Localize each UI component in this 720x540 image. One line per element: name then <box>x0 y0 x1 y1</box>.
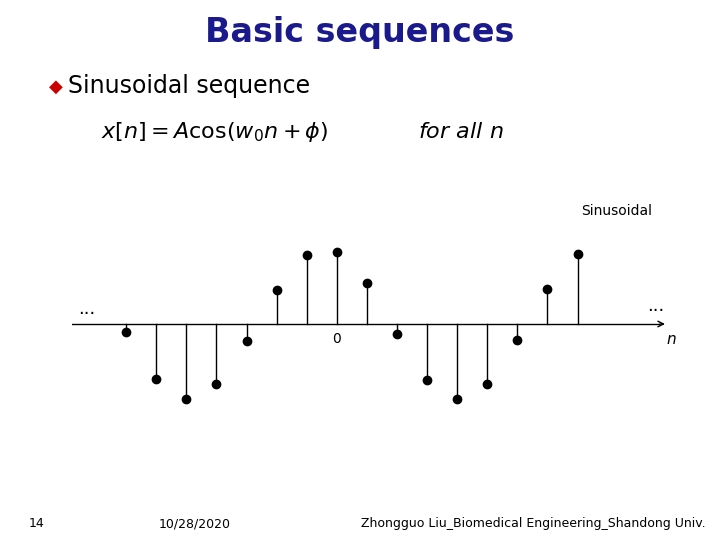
Text: $x[n] = A\cos(w_0 n + \phi)$: $x[n] = A\cos(w_0 n + \phi)$ <box>101 120 328 144</box>
Text: Basic sequences: Basic sequences <box>205 16 515 49</box>
Text: Sinusoidal: Sinusoidal <box>581 204 652 218</box>
Text: $\mathit{for\ all\ n}$: $\mathit{for\ all\ n}$ <box>418 122 503 143</box>
Text: 0: 0 <box>333 332 341 346</box>
Text: 10/28/2020: 10/28/2020 <box>158 517 230 530</box>
Text: ◆: ◆ <box>49 77 63 96</box>
Text: 14: 14 <box>29 517 45 530</box>
Text: Sinusoidal sequence: Sinusoidal sequence <box>68 75 310 98</box>
Text: ...: ... <box>647 297 664 315</box>
Text: Zhongguo Liu_Biomedical Engineering_Shandong Univ.: Zhongguo Liu_Biomedical Engineering_Shan… <box>361 517 706 530</box>
Text: ...: ... <box>78 300 96 318</box>
Text: $n$: $n$ <box>666 332 677 347</box>
